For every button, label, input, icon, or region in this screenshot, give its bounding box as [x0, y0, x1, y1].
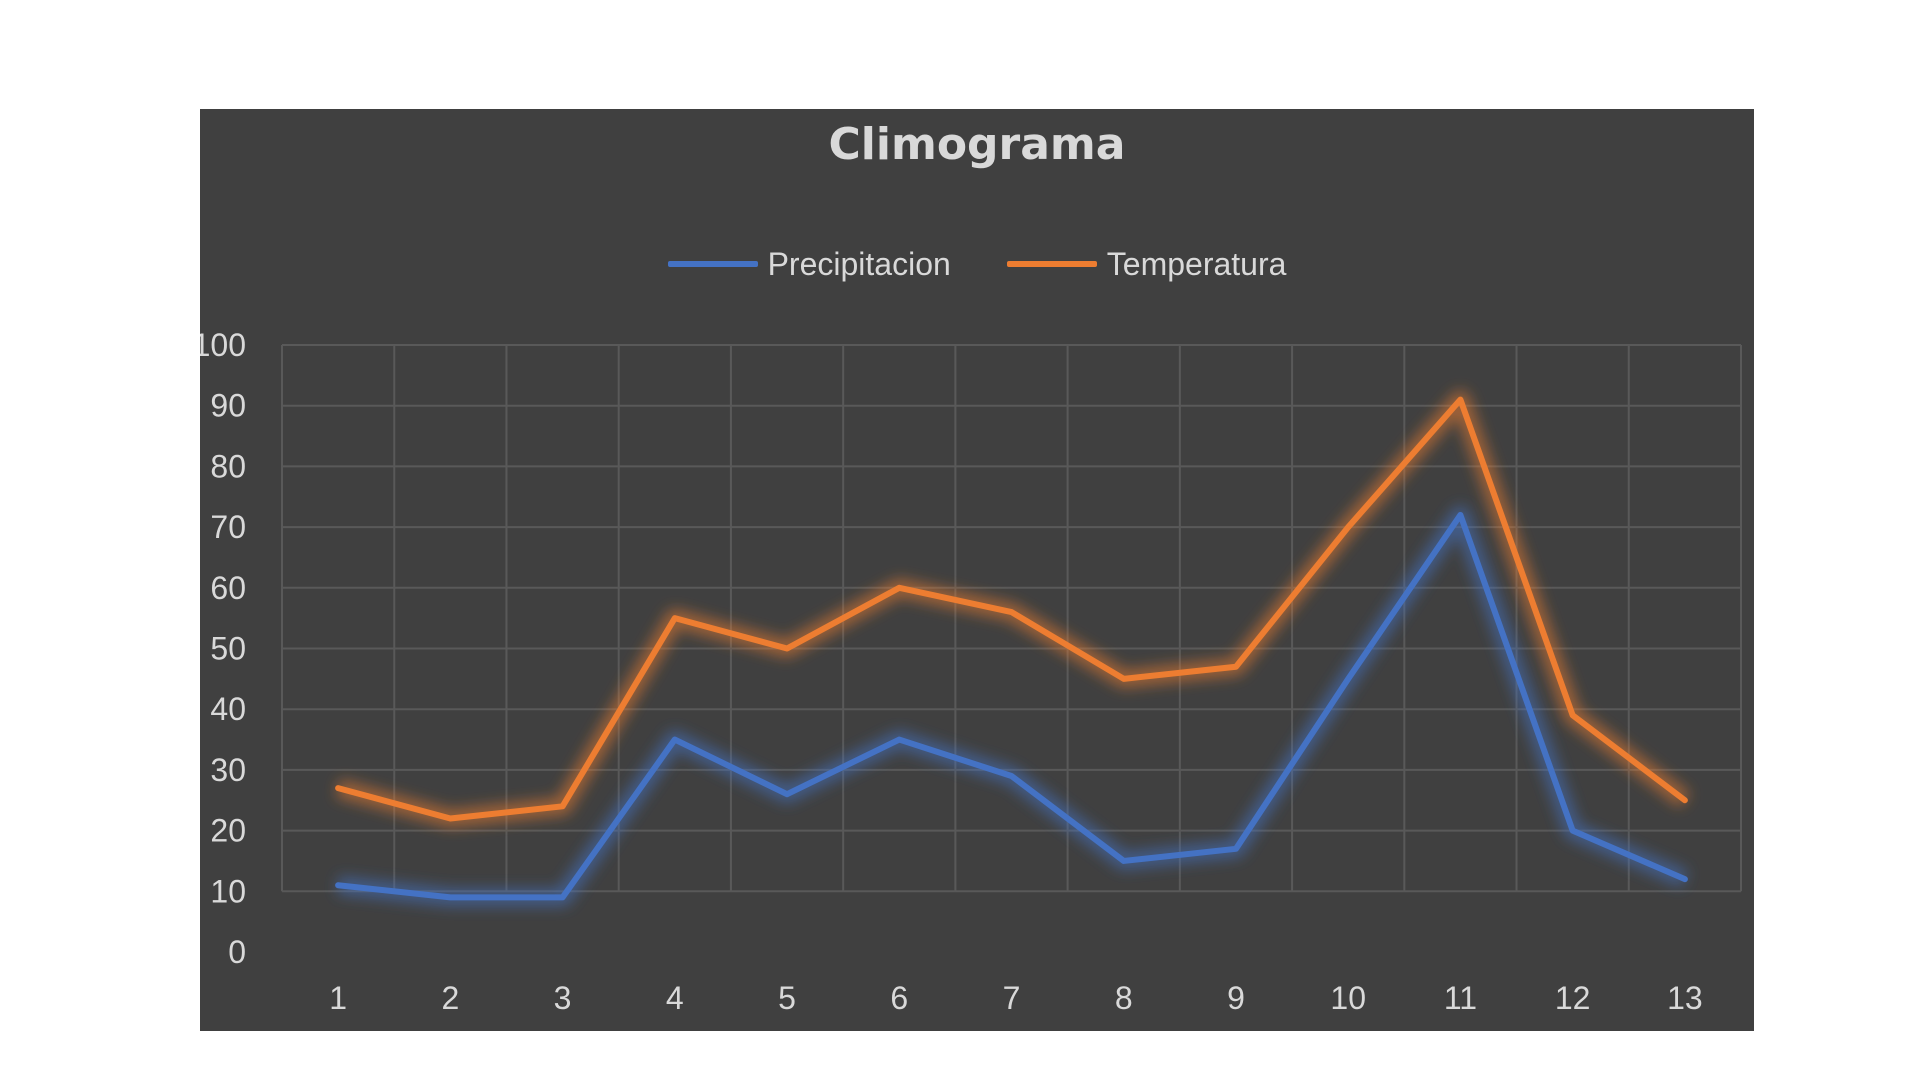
x-tick-label: 1 [329, 980, 347, 1016]
y-axis-tick-labels: 0 10 20 30 40 50 60 70 80 90 100 [200, 327, 246, 970]
y-tick-label: 0 [228, 934, 246, 970]
gridlines [281, 344, 1742, 893]
data-point-precipitacion [448, 895, 453, 900]
data-point-temperatura [897, 585, 902, 590]
y-tick-label: 100 [200, 327, 246, 363]
x-tick-label: 12 [1555, 980, 1591, 1016]
data-point-temperatura [1682, 798, 1687, 803]
data-point-precipitacion [1009, 773, 1014, 778]
data-point-precipitacion [1121, 858, 1126, 863]
legend-swatch-temperatura [1006, 261, 1097, 267]
data-point-precipitacion [1458, 512, 1463, 517]
data-point-precipitacion [1570, 828, 1575, 833]
x-tick-label: 7 [1003, 980, 1021, 1016]
data-point-temperatura [672, 616, 677, 621]
chart-panel: Climograma Precipitacion Temperatura 0 10… [200, 109, 1754, 1031]
legend-item-temperatura: Temperatura [1006, 245, 1287, 283]
y-tick-label: 10 [210, 873, 246, 909]
data-point-temperatura [1233, 664, 1238, 669]
series-line-temperatura [335, 396, 1688, 822]
data-point-temperatura [448, 816, 453, 821]
x-tick-label: 11 [1444, 980, 1477, 1016]
data-point-precipitacion [1346, 676, 1351, 681]
data-point-precipitacion [336, 883, 341, 888]
x-tick-label: 4 [666, 980, 684, 1016]
data-point-precipitacion [672, 737, 677, 742]
data-point-temperatura [1346, 525, 1351, 530]
x-tick-label: 8 [1115, 980, 1133, 1016]
y-tick-label: 50 [210, 631, 246, 667]
x-tick-label: 13 [1667, 980, 1703, 1016]
x-tick-label: 9 [1227, 980, 1245, 1016]
x-tick-label: 6 [890, 980, 908, 1016]
y-tick-label: 60 [210, 570, 246, 606]
data-point-temperatura [1458, 397, 1463, 402]
y-tick-label: 40 [210, 691, 246, 727]
legend-label-temperatura: Temperatura [1106, 245, 1287, 282]
data-point-temperatura [1009, 610, 1014, 615]
data-point-precipitacion [785, 792, 790, 797]
data-point-precipitacion [897, 737, 902, 742]
data-point-temperatura [785, 646, 790, 651]
x-tick-label: 5 [778, 980, 796, 1016]
x-tick-label: 3 [554, 980, 572, 1016]
x-tick-label: 10 [1330, 980, 1366, 1016]
y-tick-label: 70 [210, 509, 246, 545]
y-tick-label: 80 [210, 448, 246, 484]
series-lines [335, 390, 1691, 907]
legend-label-precipitacion: Precipitacion [767, 245, 951, 282]
data-point-temperatura [1570, 713, 1575, 718]
data-point-temperatura [560, 804, 565, 809]
data-point-temperatura [1121, 676, 1126, 681]
chart-title: Climograma [828, 119, 1126, 170]
legend: Precipitacion Temperatura [200, 234, 1754, 294]
y-tick-label: 20 [210, 813, 246, 849]
legend-item-precipitacion: Precipitacion [667, 245, 951, 283]
series-line-precipitacion [335, 511, 1688, 901]
x-tick-label: 2 [441, 980, 459, 1016]
x-axis-tick-labels: 1 2 3 4 5 6 7 8 9 10 11 12 13 [329, 980, 1702, 1016]
legend-swatch-precipitacion [667, 261, 758, 267]
data-point-temperatura [336, 786, 341, 791]
data-point-precipitacion [1682, 877, 1687, 882]
data-point-precipitacion [560, 895, 565, 900]
y-tick-label: 90 [210, 388, 246, 424]
y-tick-label: 30 [210, 752, 246, 788]
data-point-precipitacion [1233, 846, 1238, 851]
